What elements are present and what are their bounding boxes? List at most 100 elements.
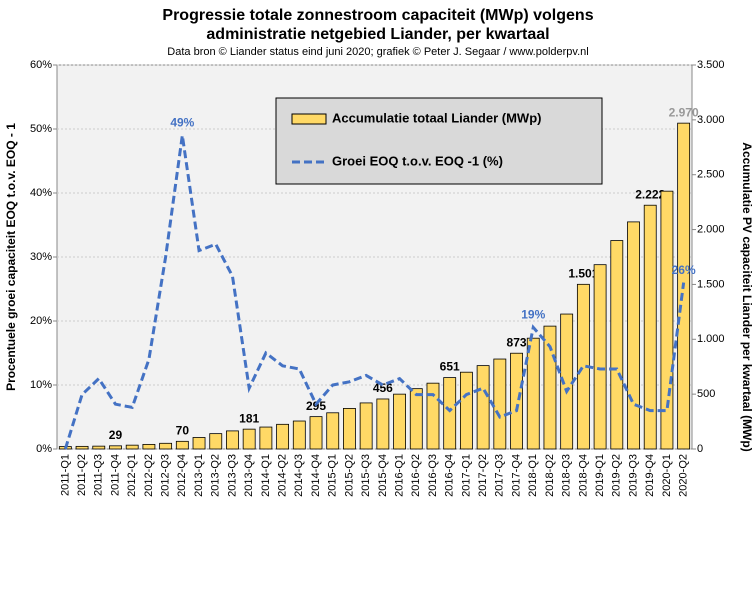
x-tick-label: 2011-Q2 <box>76 454 88 496</box>
bar <box>175 440 189 450</box>
bar <box>409 388 423 450</box>
bar-value-label: 2.222 <box>635 187 665 201</box>
y-tick-label: 0% <box>36 443 52 455</box>
bar <box>660 190 674 450</box>
x-tick-label: 2015-Q4 <box>377 454 389 497</box>
x-tick-label: 2012-Q4 <box>176 454 188 497</box>
bar <box>192 437 206 450</box>
y2-tick-label: 1.000 <box>697 333 725 345</box>
legend-label: Accumulatie totaal Liander (MWp) <box>332 110 541 125</box>
bar <box>209 433 223 450</box>
x-tick-label: 2018-Q2 <box>544 454 556 497</box>
y2-tick-label: 3.000 <box>697 114 725 126</box>
x-tick-label: 2019-Q1 <box>594 454 606 497</box>
x-tick-label: 2017-Q3 <box>494 454 506 497</box>
x-tick-label: 2018-Q1 <box>527 454 539 497</box>
legend-label: Groei EOQ t.o.v. EOQ -1 (%) <box>332 153 503 168</box>
x-tick-label: 2015-Q3 <box>360 454 372 497</box>
y-axis-label: Procentuele groei capaciteit EOQ t.o.v. … <box>4 123 18 391</box>
bar <box>226 430 239 450</box>
x-tick-label: 2019-Q2 <box>611 454 623 497</box>
bar <box>276 423 290 450</box>
x-tick-label: 2012-Q1 <box>126 454 138 497</box>
x-tick-label: 2015-Q2 <box>343 454 355 497</box>
bar-value-label: 2.970 <box>669 105 699 119</box>
bar <box>309 416 323 450</box>
y2-tick-label: 500 <box>697 388 715 400</box>
bar <box>242 428 256 450</box>
bar <box>510 352 523 450</box>
y-tick-label: 60% <box>30 59 52 71</box>
x-tick-label: 2018-Q3 <box>561 454 573 497</box>
x-tick-label: 2017-Q2 <box>477 454 489 497</box>
line-value-label: 19% <box>521 308 545 322</box>
bar <box>142 443 156 450</box>
bar <box>443 377 457 450</box>
x-tick-label: 2014-Q4 <box>310 454 322 497</box>
x-tick-label: 2020-Q2 <box>678 454 690 497</box>
x-tick-label: 2011-Q1 <box>59 454 71 496</box>
legend-box <box>275 97 603 185</box>
bar <box>459 371 473 450</box>
x-tick-label: 2014-Q1 <box>260 454 272 497</box>
x-tick-label: 2017-Q4 <box>510 454 522 497</box>
x-tick-label: 2013-Q1 <box>193 454 205 497</box>
x-tick-label: 2013-Q3 <box>226 454 238 497</box>
bar-value-label: 456 <box>373 381 393 395</box>
x-tick-label: 2011-Q3 <box>93 454 105 496</box>
bar <box>610 240 624 450</box>
chart-subtitle: Data bron © Liander status eind juni 202… <box>167 46 588 58</box>
bar <box>159 442 173 450</box>
chart-title: administratie netgebied Liander, per kwa… <box>206 26 549 43</box>
x-tick-label: 2014-Q3 <box>293 454 305 497</box>
line <box>63 135 686 450</box>
bar <box>92 445 106 450</box>
bar <box>343 408 356 450</box>
legend-swatch <box>291 113 327 125</box>
bar <box>493 358 507 450</box>
bar <box>326 412 340 450</box>
line-value-label: 49% <box>170 116 194 130</box>
y2-tick-label: 2.000 <box>697 223 725 235</box>
y-tick-label: 40% <box>30 187 52 199</box>
bar-value-label: 1.501 <box>568 266 598 280</box>
bar <box>109 445 122 450</box>
bar <box>643 204 657 450</box>
bar <box>376 398 390 450</box>
bar-value-label: 29 <box>109 428 123 442</box>
bar <box>125 444 139 450</box>
y-tick-label: 50% <box>30 123 52 135</box>
bar-value-label: 873 <box>507 335 527 349</box>
bar <box>359 402 373 450</box>
y-tick-label: 20% <box>30 315 52 327</box>
bar <box>593 264 607 450</box>
bar <box>476 365 490 450</box>
x-tick-label: 2018-Q4 <box>577 454 589 497</box>
bar-value-label: 651 <box>440 360 460 374</box>
bar <box>393 393 406 450</box>
x-tick-label: 2016-Q4 <box>444 454 456 497</box>
bar <box>259 426 273 450</box>
x-tick-label: 2014-Q2 <box>276 454 288 497</box>
x-tick-label: 2013-Q2 <box>210 454 222 497</box>
x-tick-label: 2019-Q4 <box>644 454 656 497</box>
bar-value-label: 70 <box>176 423 190 437</box>
bar <box>426 382 440 450</box>
y2-tick-label: 3.500 <box>697 59 725 71</box>
x-tick-label: 2016-Q3 <box>427 454 439 497</box>
bar <box>627 221 640 450</box>
bar <box>292 420 306 450</box>
x-tick-label: 2020-Q1 <box>661 454 673 497</box>
x-tick-label: 2016-Q1 <box>393 454 405 497</box>
y2-tick-label: 0 <box>697 443 703 455</box>
x-tick-label: 2013-Q4 <box>243 454 255 497</box>
bar-value-label: 181 <box>239 411 259 425</box>
y-tick-label: 30% <box>30 251 52 263</box>
x-tick-label: 2016-Q2 <box>410 454 422 497</box>
x-tick-label: 2019-Q3 <box>627 454 639 497</box>
bar <box>526 337 540 450</box>
chart-title: Progressie totale zonnestroom capaciteit… <box>162 7 593 24</box>
y2-tick-label: 2.500 <box>697 169 725 181</box>
y2-axis-label: Accumulatie PV capaciteit Liander per kw… <box>740 142 754 451</box>
